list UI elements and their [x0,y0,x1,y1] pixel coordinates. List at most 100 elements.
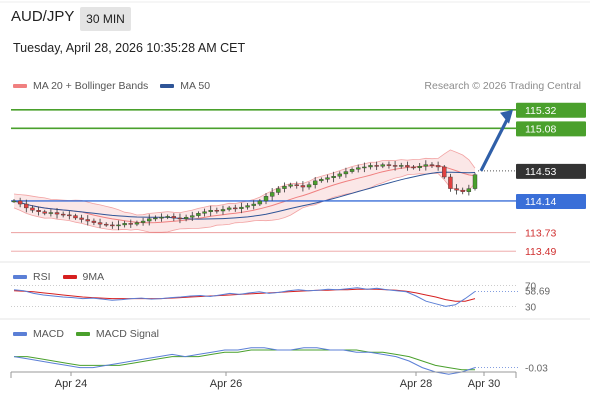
candle-body [472,174,478,189]
legend-9ma: 9MA [62,271,105,283]
legend-ma50: MA 50 [160,80,210,92]
candle-body [417,165,422,168]
legend-label: MACD [33,328,64,340]
candle-body [24,203,29,209]
rsi-last-value: 58.69 [525,286,550,297]
candle-body [368,165,373,168]
candle-body [239,206,244,209]
legend-label: MA 20 + Bollinger Bands [33,80,149,92]
candle-body [460,189,465,192]
level-label: 115.32 [525,105,556,117]
candle-body [276,188,281,193]
candle-body [159,216,164,219]
candle-body [466,188,472,192]
candle-body [103,223,109,226]
candle-body [343,171,349,175]
macd-line [13,347,476,375]
candle-body [380,164,385,167]
candle-body [183,216,189,219]
candle-body [196,213,201,216]
candle-body [91,220,97,223]
candle-body [165,216,170,218]
macd-last-value: -0.03 [525,364,548,375]
legend-ma20: MA 20 + Bollinger Bands [13,80,148,92]
level-label: 113.49 [525,246,556,258]
projection-arrow-head [500,109,513,124]
candle-body [110,224,115,227]
candle-body [36,210,41,212]
candle-body [226,207,232,210]
candle-body [177,217,183,220]
candle-body [282,186,287,189]
level-label: 114.53 [525,166,556,178]
candle-body [11,200,17,203]
legend-swatch [13,84,27,88]
timestamp: Tuesday, April 28, 2026 10:35:28 AM CET [13,41,246,55]
bollinger-upper [13,149,476,216]
candle-body [97,222,103,225]
macd-legend: MACD MACD Signal [13,328,171,340]
candle-body [190,215,195,218]
candle-body [116,224,121,227]
candle-body [153,217,158,220]
ma50-line [13,171,476,220]
candle-body [331,176,336,178]
candle-body [202,211,207,214]
candle-body [288,184,293,187]
symbol-title: AUD/JPY [11,8,75,25]
candle-body [325,177,330,180]
candle-body [300,185,306,188]
candle-body [411,166,416,169]
macd-signal-line [14,349,475,371]
legend-label: 9MA [82,271,105,283]
candle-body [263,196,269,202]
candle-body [306,184,312,188]
candle-body [128,223,133,225]
candle-body [245,205,250,208]
candle-body [374,165,379,167]
level-tag [516,193,586,209]
timeframe-badge[interactable]: 30 MIN [80,7,131,31]
candle-body [423,164,429,167]
legend-swatch [62,275,77,279]
candle-body [79,217,84,220]
ma20-line [13,165,476,224]
bollinger-lower [13,172,476,233]
candle-body [448,176,453,189]
candle-body [399,165,404,167]
candle-body [171,216,177,219]
candle-body [435,165,441,168]
level-label: 115.08 [525,123,556,135]
x-tick-label: Apr 30 [468,378,500,390]
legend-label: MACD Signal [95,328,159,340]
rsi-9ma-line [13,288,476,302]
rsi-tick-label: 70 [525,282,537,293]
candle-body [337,173,342,177]
legend-swatch [160,84,175,88]
x-tick-label: Apr 26 [210,378,242,390]
candle-body [392,165,398,167]
rsi-tick-label: 30 [525,302,537,313]
projection-arrow [479,117,510,172]
candle-body [60,213,66,216]
legend-label: MA 50 [180,80,211,92]
bollinger-band [14,149,475,233]
candle-body [42,211,47,214]
candle-body [140,220,146,223]
candle-body [233,207,238,210]
candle-body [48,212,54,214]
candle-body [429,164,435,166]
candle-body [17,200,23,205]
candle-body [405,165,410,168]
level-label: 113.73 [525,228,556,240]
candle-body [85,219,90,222]
x-tick-label: Apr 28 [400,378,432,390]
candle-body [442,166,447,178]
candle-body [257,200,263,205]
level-tag [516,121,586,137]
x-tick-label: Apr 24 [55,378,87,390]
legend-label: RSI [33,271,51,283]
price-tag [516,163,586,179]
candle-body [251,203,256,206]
